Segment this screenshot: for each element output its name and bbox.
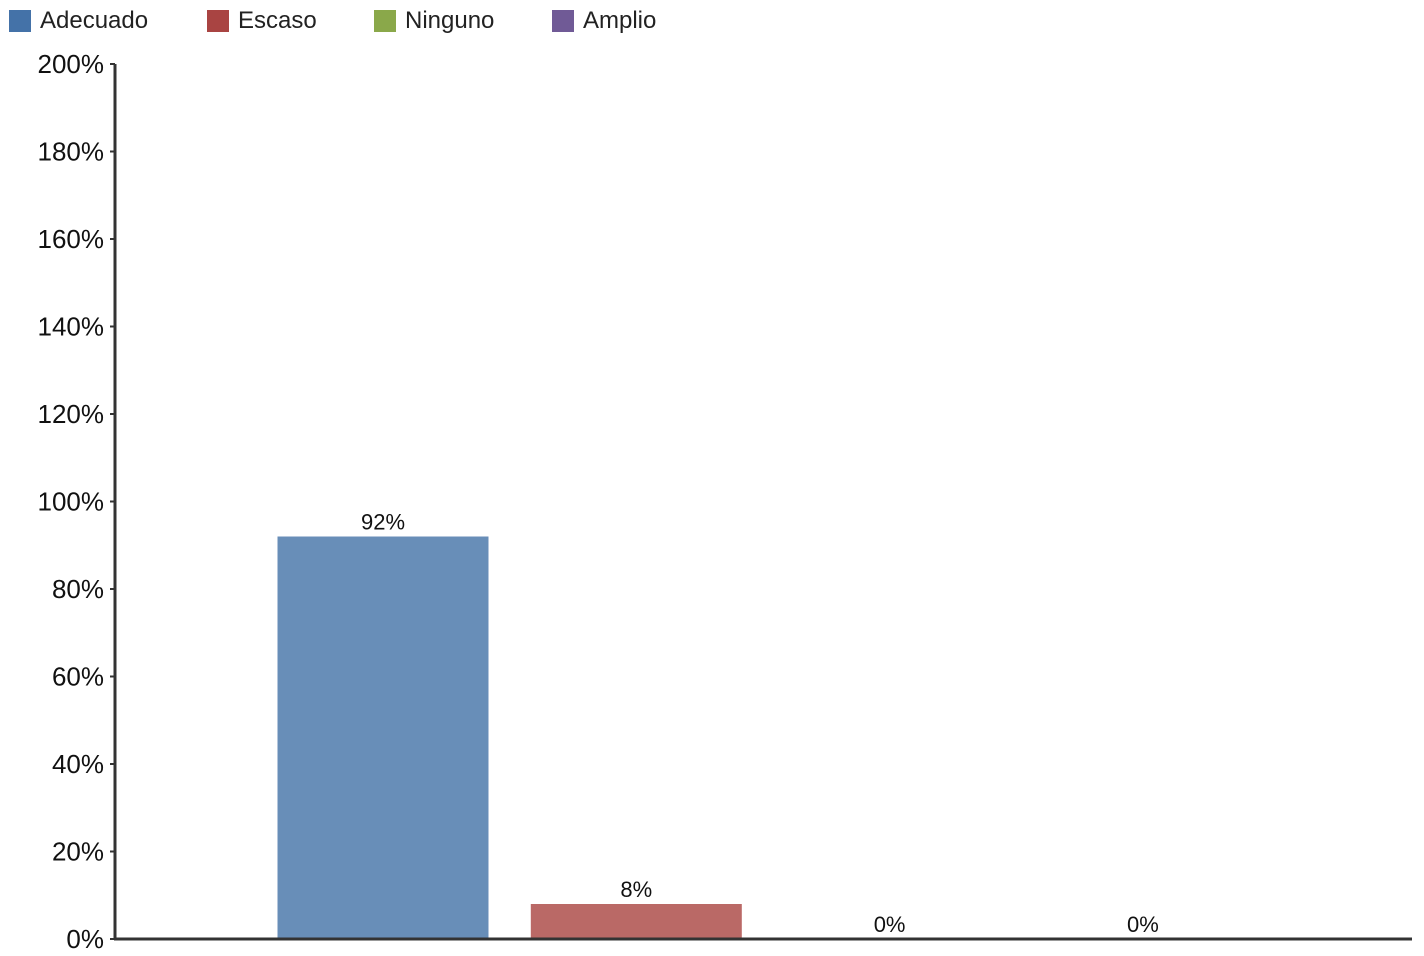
legend-item-adecuado: Adecuado (9, 7, 148, 35)
y-tick-label: 80% (52, 574, 104, 604)
legend-label-ninguno: Ninguno (405, 7, 495, 34)
legend-swatch-ninguno (374, 10, 396, 32)
y-tick-label: 120% (38, 399, 105, 429)
bar-escaso (530, 904, 742, 939)
bar-value-label: 92% (361, 510, 405, 535)
y-tick-label: 40% (52, 749, 104, 779)
bar-value-label: 8% (620, 877, 652, 902)
bar-adecuado (277, 536, 489, 939)
legend-swatch-adecuado (9, 10, 31, 32)
y-tick-label: 20% (52, 837, 104, 867)
y-tick-label: 60% (52, 662, 104, 692)
bar-series (277, 536, 742, 939)
legend-item-ninguno: Ninguno (374, 7, 494, 35)
bar-value-labels: 92% 8% 0% 0% (361, 510, 1159, 938)
y-tick-label: 200% (38, 49, 105, 79)
y-tick-label: 0% (66, 924, 104, 954)
bar-value-label: 0% (1127, 912, 1159, 937)
legend-label-escaso: Escaso (238, 7, 317, 34)
y-tick-label: 180% (38, 137, 105, 167)
legend-item-amplio: Amplio (552, 7, 656, 35)
legend-label-amplio: Amplio (583, 7, 657, 34)
y-tick-label: 100% (38, 487, 105, 517)
legend-swatch-escaso (207, 10, 229, 32)
y-tick-label: 140% (38, 312, 105, 342)
legend-item-escaso: Escaso (207, 7, 317, 35)
legend-label-adecuado: Adecuado (40, 7, 149, 34)
y-tick-label: 160% (38, 224, 105, 254)
legend-swatch-amplio (552, 10, 574, 32)
bar-value-label: 0% (874, 912, 906, 937)
y-axis-ticks: 0% 20% 40% 60% 80% 100% 120% 140% 160% 180% 200% (38, 49, 115, 954)
